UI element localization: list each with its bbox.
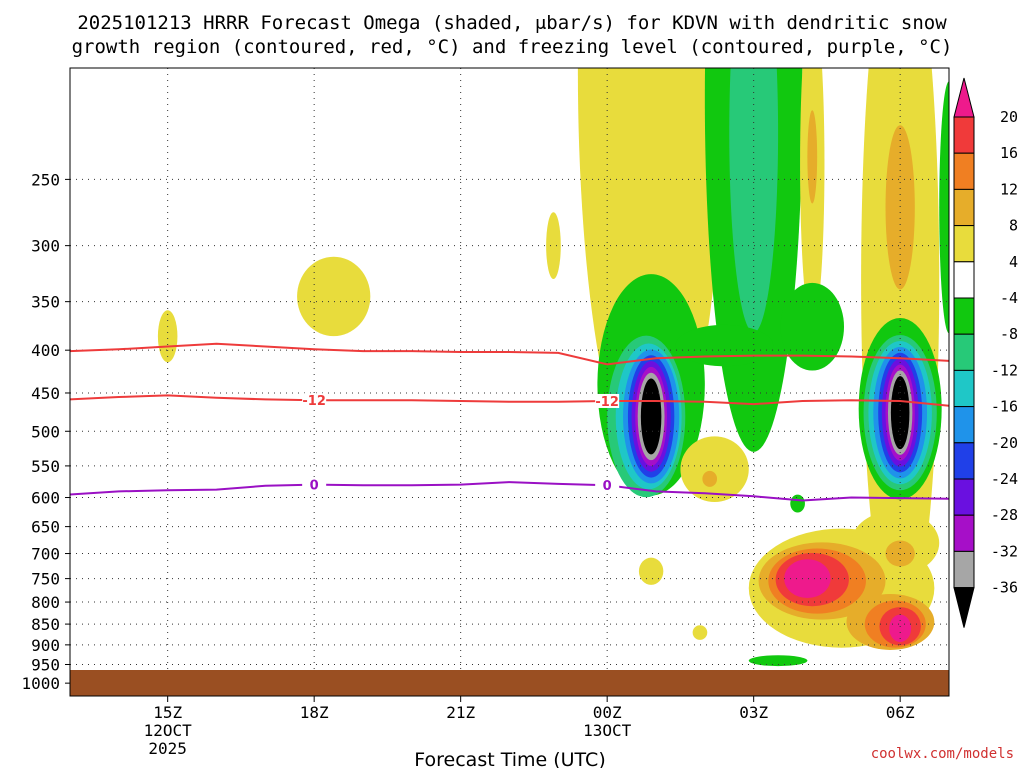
x-tick-label: 12OCT (144, 721, 193, 740)
omega-cell (885, 125, 915, 290)
colorbar-tick-label: -20 (991, 434, 1018, 452)
colorbar-tick-label: 16 (1000, 144, 1018, 162)
contour-line (70, 394, 949, 407)
y-tick-label: 950 (31, 656, 60, 675)
omega-cell (546, 212, 561, 280)
x-tick-label: 13OCT (583, 721, 632, 740)
y-tick-label: 800 (31, 593, 60, 612)
x-tick-label: 21Z (446, 703, 475, 722)
y-tick-label: 250 (31, 170, 60, 189)
colorbar-segment (953, 587, 975, 628)
colorbar-segment (953, 442, 975, 480)
colorbar-tick-label: 8 (1009, 217, 1018, 235)
x-tick-label: 2025 (148, 739, 187, 758)
plot-frame (69, 67, 950, 697)
colorbar: 20 16 12 8 4 -4 -8 -12 -16 -20 -24 -28 -32 -36 (953, 77, 1018, 628)
contour-lines: -12 -12 0 0 (70, 342, 949, 502)
colorbar-segment (953, 406, 975, 444)
y-tick-label: 400 (31, 341, 60, 360)
chart-title-line2: growth region (contoured, red, °C) and f… (72, 36, 953, 58)
contour-label: -12 (302, 394, 326, 409)
contour-line (70, 342, 949, 366)
omega-cell (297, 256, 371, 337)
colorbar-tick-label: -12 (991, 361, 1018, 379)
colorbar-tick-label: -24 (991, 470, 1018, 488)
omega-cell (807, 110, 818, 204)
colorbar-segment (953, 261, 975, 299)
colorbar-segment (953, 225, 975, 263)
colorbar-tick-label: -28 (991, 506, 1018, 524)
colorbar-tick-label: -16 (991, 398, 1018, 416)
omega-cell (157, 310, 178, 363)
omega-shading (157, 68, 949, 667)
colorbar-segment (953, 514, 975, 552)
y-tick-label: 1000 (21, 674, 60, 693)
contour-label-bg (595, 478, 620, 493)
colorbar-segment (953, 116, 975, 154)
y-tick-label: 750 (31, 570, 60, 589)
colorbar-segment (953, 369, 975, 408)
contour-line (70, 481, 949, 502)
y-tick-label: 600 (31, 489, 60, 508)
y-tick-label: 500 (31, 422, 60, 441)
chart-title-line1: 2025101213 HRRR Forecast Omega (shaded, … (77, 12, 947, 34)
omega-cell (638, 557, 664, 585)
omega-cell (780, 282, 845, 371)
omega-cell (784, 559, 831, 599)
x-tick-label: 15Z (153, 703, 182, 722)
colorbar-segment (953, 550, 975, 589)
colorbar-tick-label: 12 (1000, 180, 1018, 198)
y-tick-label: 900 (31, 636, 60, 655)
colorbar-tick-label: -36 (991, 579, 1018, 597)
y-tick-label: 450 (31, 384, 60, 403)
colorbar-segment (953, 297, 975, 335)
colorbar-tick-label: -32 (991, 542, 1018, 560)
colorbar-tick-label: 4 (1009, 253, 1018, 271)
omega-cell (702, 470, 718, 487)
omega-cell (885, 540, 915, 567)
contour-label: 0 (310, 479, 319, 494)
omega-cell (692, 625, 708, 640)
omega-cell (889, 614, 912, 643)
omega-cell (680, 436, 749, 503)
x-tick-label: 03Z (739, 703, 768, 722)
y-axis: 250 300 350 400 450 500 550 600 650 700 750 800 850 9… (21, 170, 70, 693)
colorbar-segment (953, 333, 975, 371)
colorbar-segment (953, 188, 975, 227)
contour-label-bg (302, 477, 327, 492)
y-tick-label: 350 (31, 293, 60, 312)
contour-label: 0 (603, 479, 612, 494)
x-tick-label: 18Z (300, 703, 329, 722)
y-tick-label: 300 (31, 237, 60, 256)
contour-label-bg (302, 393, 327, 408)
x-axis-label: Forecast Time (UTC) (414, 749, 605, 768)
colorbar-tick-label: 20 (1000, 108, 1018, 126)
omega-cell (890, 376, 910, 450)
omega-cell (748, 655, 808, 667)
y-tick-label: 700 (31, 545, 60, 564)
omega-cell (640, 378, 662, 455)
y-tick-label: 550 (31, 457, 60, 476)
y-tick-label: 650 (31, 518, 60, 537)
ground-terrain (70, 670, 949, 696)
colorbar-segment (953, 152, 975, 190)
contour-label: -12 (595, 395, 619, 410)
x-tick-label: 00Z (593, 703, 622, 722)
contour-label-bg (595, 393, 620, 408)
colorbar-segment (953, 77, 975, 118)
colorbar-tick-label: -8 (1000, 325, 1018, 343)
omega-cell (675, 324, 774, 367)
y-tick-label: 850 (31, 615, 60, 634)
x-tick-label: 06Z (886, 703, 915, 722)
colorbar-tick-label: -4 (1000, 289, 1018, 307)
colorbar-segment (953, 478, 975, 516)
source-credit: coolwx.com/models (871, 746, 1014, 762)
omega-cell (939, 81, 949, 334)
